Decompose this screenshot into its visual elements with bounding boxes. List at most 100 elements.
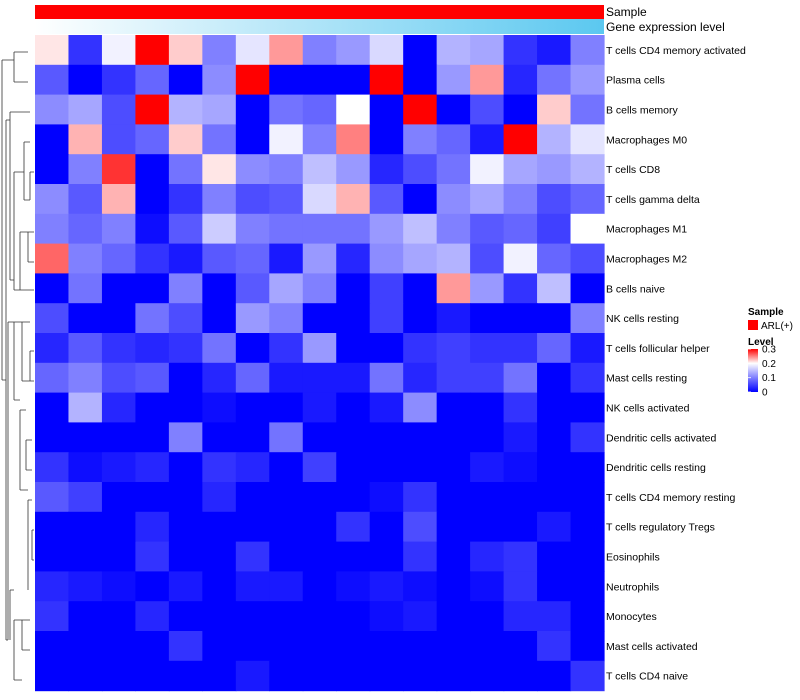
heatmap-cell — [470, 303, 505, 334]
heatmap-cell — [436, 482, 471, 513]
heatmap-cell — [369, 303, 404, 334]
heatmap-cell — [369, 154, 404, 185]
heatmap-cell — [369, 660, 404, 692]
heatmap-cell — [101, 392, 137, 423]
heatmap-cell — [503, 482, 538, 513]
row-label: Dendritic cells activated — [606, 432, 716, 444]
heatmap-cell — [101, 303, 137, 334]
heatmap-cell — [302, 154, 337, 185]
heatmap-cell — [537, 333, 572, 364]
heatmap-cell — [269, 273, 304, 304]
heatmap-cell — [35, 35, 70, 66]
heatmap-cell — [503, 184, 538, 215]
heatmap-cell — [336, 213, 371, 245]
heatmap-cell — [35, 541, 70, 572]
heatmap-cell — [570, 452, 605, 483]
heatmap-cell — [537, 35, 572, 66]
heatmap-cell — [302, 511, 337, 543]
heatmap-cell — [436, 511, 471, 543]
heatmap-cell — [570, 392, 605, 423]
heatmap-cell — [403, 35, 438, 66]
heatmap-cell — [202, 273, 237, 304]
heatmap-cell — [269, 213, 304, 245]
heatmap-cell — [570, 660, 605, 692]
heatmap-cell — [470, 601, 505, 632]
heatmap-cell — [503, 273, 538, 304]
heatmap-cell — [35, 601, 70, 632]
heatmap-cell — [369, 243, 404, 274]
heatmap-cell — [202, 64, 237, 96]
heatmap-cell — [135, 213, 170, 245]
heatmap-cell — [68, 392, 103, 423]
heatmap-cell — [537, 273, 572, 304]
heatmap-cell — [503, 571, 538, 602]
legend-tick-label: 0.2 — [762, 359, 776, 370]
heatmap-cell — [570, 511, 605, 543]
heatmap-cell — [470, 213, 505, 245]
row-label: T cells regulatory Tregs — [606, 522, 715, 534]
legend-tick-label: 0 — [762, 388, 768, 399]
heatmap-cell — [68, 511, 103, 543]
heatmap-cell — [403, 511, 438, 543]
heatmap-cell — [68, 124, 103, 155]
heatmap-cell — [35, 631, 70, 662]
heatmap-cell — [101, 243, 137, 274]
row-label: T cells CD4 naive — [606, 671, 688, 683]
heatmap-cell — [269, 124, 304, 155]
row-label: T cells CD4 memory resting — [606, 492, 735, 504]
heatmap-cell — [302, 571, 337, 602]
heatmap-cell — [68, 571, 103, 602]
legend-tick-label: 0.3 — [762, 345, 776, 356]
heatmap-cell — [101, 482, 137, 513]
heatmap-cell — [470, 35, 505, 66]
heatmap-cell — [35, 482, 70, 513]
heatmap-cell — [436, 124, 471, 155]
heatmap-cell — [403, 422, 438, 453]
heatmap-cell — [336, 422, 371, 453]
heatmap-cell — [403, 362, 438, 394]
heatmap-cell — [570, 571, 605, 602]
heatmap-cell — [235, 64, 270, 96]
heatmap-cell — [570, 333, 605, 364]
heatmap-cell — [570, 154, 605, 185]
heatmap-cell — [202, 511, 237, 543]
heatmap-cell — [168, 631, 203, 662]
heatmap-cell — [470, 392, 505, 423]
heatmap-cells — [35, 35, 605, 692]
heatmap-cell — [570, 631, 605, 662]
heatmap-cell — [537, 601, 572, 632]
heatmap-cell — [68, 154, 103, 185]
heatmap-cell — [235, 333, 270, 364]
sample-annotation-label: Sample — [606, 5, 647, 19]
heatmap-cell — [336, 333, 371, 364]
heatmap-cell — [269, 154, 304, 185]
heatmap-cell — [336, 35, 371, 66]
heatmap-cell — [403, 303, 438, 334]
row-label: T cells follicular helper — [606, 343, 710, 355]
heatmap-cell — [269, 601, 304, 632]
heatmap-cell — [537, 64, 572, 96]
heatmap-cell — [135, 601, 170, 632]
heatmap-cell — [336, 94, 371, 125]
heatmap-cell — [336, 482, 371, 513]
heatmap-cell — [135, 362, 170, 394]
heatmap-cell — [68, 631, 103, 662]
heatmap-cell — [68, 333, 103, 364]
legend-level-gradient — [748, 349, 758, 392]
heatmap-cell — [503, 452, 538, 483]
heatmap-cell — [403, 94, 438, 125]
heatmap-cell — [503, 333, 538, 364]
heatmap-cell — [403, 452, 438, 483]
heatmap-cell — [336, 631, 371, 662]
heatmap-cell — [436, 243, 471, 274]
row-label: Eosinophils — [606, 552, 660, 564]
heatmap-cell — [101, 35, 137, 66]
legend-tick-label: 0.1 — [762, 373, 776, 384]
heatmap-cell — [35, 660, 70, 692]
heatmap-cell — [135, 660, 170, 692]
heatmap-cell — [302, 362, 337, 394]
heatmap-cell — [302, 601, 337, 632]
heatmap-cell — [503, 64, 538, 96]
heatmap-cell — [35, 333, 70, 364]
heatmap-cell — [537, 631, 572, 662]
